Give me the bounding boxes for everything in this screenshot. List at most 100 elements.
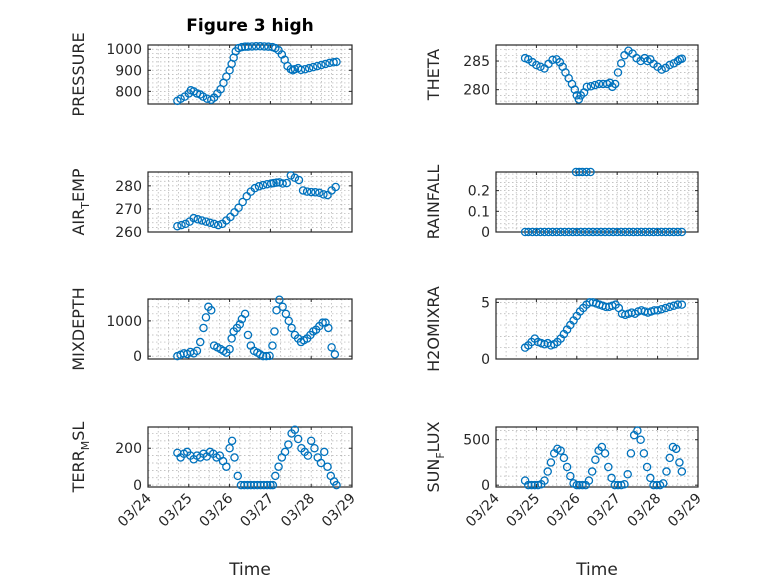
data-point	[677, 467, 687, 476]
data-point	[536, 227, 545, 237]
data-point	[195, 337, 205, 347]
data-point	[331, 182, 340, 192]
data-point	[284, 316, 294, 326]
data-point	[236, 480, 246, 490]
data-point	[313, 61, 322, 71]
data-point	[272, 178, 281, 187]
data-point	[197, 216, 207, 225]
axes-frame	[147, 298, 353, 360]
data-point	[300, 64, 310, 74]
data-point	[524, 480, 533, 490]
x-tick-label: 03/26	[544, 490, 584, 530]
y-axis-label: SUNFLUX	[424, 421, 447, 492]
data-point	[206, 306, 216, 315]
data-point	[596, 227, 606, 237]
x-tick-label: 03/24	[115, 490, 155, 530]
y-tick-label: 500	[463, 433, 490, 449]
y-axis-label: MIXDEPTH	[69, 287, 88, 370]
data-point	[665, 453, 674, 463]
data-point	[327, 343, 336, 352]
data-point	[572, 480, 582, 490]
data-point	[671, 444, 681, 454]
data-point	[604, 462, 613, 472]
data-point	[532, 227, 541, 237]
x-axis-label: Time	[575, 560, 618, 580]
data-point	[673, 300, 683, 309]
data-point	[329, 58, 338, 67]
data-point	[556, 227, 565, 237]
data-point	[275, 295, 284, 304]
y-tick-label: 0	[481, 478, 490, 494]
data-point	[235, 320, 245, 329]
data-point	[315, 188, 324, 198]
data-point	[306, 187, 316, 197]
data-point	[592, 227, 602, 237]
data-point	[524, 227, 533, 237]
axes-frame	[495, 426, 699, 488]
data-point	[249, 480, 259, 490]
data-point	[677, 300, 687, 309]
data-point	[303, 451, 313, 460]
data-point	[262, 480, 272, 490]
data-point	[572, 227, 582, 237]
data-point	[260, 42, 269, 51]
data-point	[552, 227, 561, 237]
data-point	[616, 227, 626, 237]
chart-title: Figure 3 high	[186, 16, 314, 36]
data-point	[597, 442, 607, 452]
y-tick-label: 1000	[106, 314, 142, 330]
x-tick-label: 03/25	[156, 491, 196, 531]
data-point	[661, 227, 670, 237]
data-point	[669, 301, 679, 311]
y-tick-label: 0	[481, 225, 490, 241]
data-point	[240, 480, 249, 490]
data-point	[247, 42, 257, 51]
data-point	[258, 351, 268, 361]
y-tick-label: 800	[115, 84, 142, 100]
data-point	[205, 218, 215, 228]
data-point	[209, 219, 219, 229]
data-point	[629, 227, 638, 237]
data-point	[272, 306, 281, 315]
data-point	[530, 480, 540, 490]
data-point	[600, 449, 610, 458]
axes-frame	[147, 44, 353, 105]
data-point	[621, 227, 630, 237]
data-point	[253, 480, 262, 490]
data-point	[259, 480, 269, 490]
subplot-5: 0 1000 MIXDEPTH	[69, 287, 353, 371]
data-point	[270, 327, 279, 336]
data-point	[591, 455, 600, 464]
x-tick-label: 03/25	[503, 491, 543, 531]
subplot-2: 280 285 THETA	[424, 44, 699, 105]
data-point	[302, 187, 312, 196]
data-point	[199, 323, 208, 333]
subplot-6: 0 5 H2OMIXRA	[424, 286, 699, 372]
data-point	[604, 227, 614, 237]
data-point	[620, 480, 629, 489]
data-point	[608, 227, 618, 237]
data-point	[177, 220, 186, 230]
subplot-1: 800 900 1000 PRESSURE Figure 3 high	[69, 16, 353, 117]
data-point	[613, 68, 623, 77]
data-point	[527, 480, 536, 490]
y-axis-label: TERRMSL	[69, 422, 92, 494]
data-point	[610, 79, 620, 89]
data-point	[616, 59, 626, 68]
data-point	[636, 435, 645, 444]
data-point	[582, 167, 591, 177]
data-point	[271, 471, 280, 481]
data-point	[659, 479, 668, 488]
data-point	[540, 476, 549, 485]
data-point	[546, 458, 556, 467]
data-point	[657, 304, 666, 314]
y-tick-label: 5	[481, 295, 490, 311]
data-point	[571, 167, 581, 177]
data-point	[234, 203, 243, 213]
data-point	[256, 480, 265, 490]
axes-frame	[147, 426, 353, 488]
data-point	[237, 42, 247, 52]
subplot-7: 0 200 TERRMSL 03/24 03/25 03/26 03/27 03/28 03/2…	[69, 422, 359, 580]
y-tick-label: 0	[133, 478, 142, 494]
data-point	[543, 467, 552, 476]
